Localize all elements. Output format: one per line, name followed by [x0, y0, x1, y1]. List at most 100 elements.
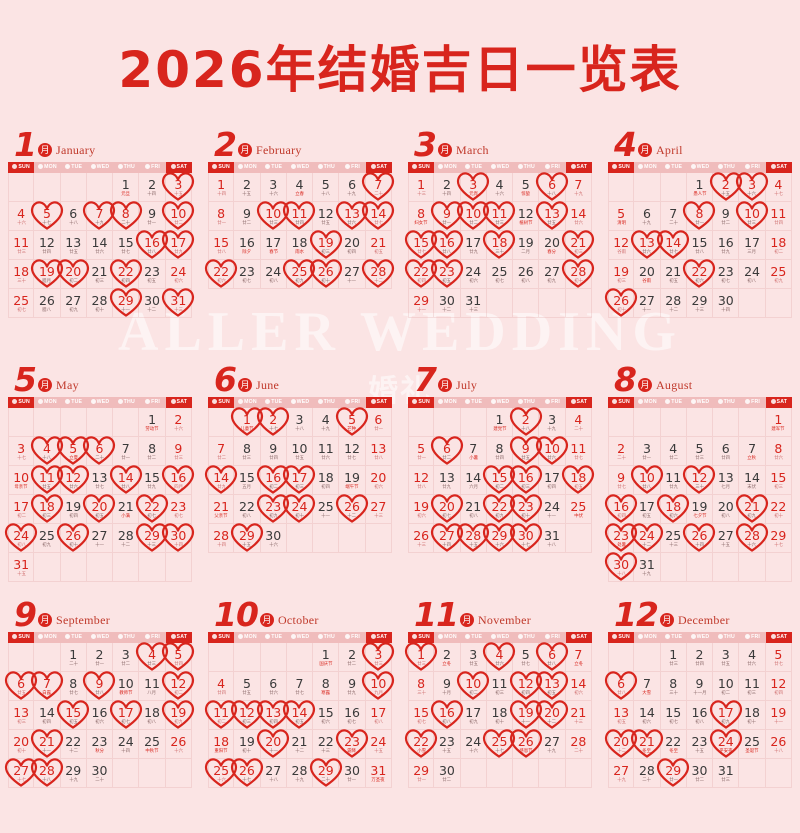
- day-cell[interactable]: 14 初四: [34, 701, 61, 730]
- day-cell[interactable]: 12 廿六: [57, 465, 90, 495]
- day-cell[interactable]: 12 廿八: [408, 466, 435, 495]
- day-cell[interactable]: 3 十七: [8, 437, 35, 466]
- day-cell[interactable]: 30 十八: [605, 552, 638, 582]
- day-cell[interactable]: 16 初八: [430, 700, 463, 730]
- day-cell[interactable]: 20 初七: [430, 494, 463, 524]
- day-cell[interactable]: 29 廿一: [408, 759, 435, 788]
- day-cell[interactable]: 9 廿九: [339, 672, 366, 701]
- day-cell[interactable]: 15 初七: [408, 701, 435, 730]
- day-cell[interactable]: 7 二十: [362, 172, 395, 202]
- day-cell[interactable]: 7 廿一: [113, 437, 140, 466]
- day-cell[interactable]: 11 廿三: [483, 201, 516, 231]
- day-cell[interactable]: 10 初二: [713, 672, 740, 701]
- day-cell[interactable]: 21 冬至: [630, 729, 663, 759]
- day-cell[interactable]: 9 十月: [434, 672, 461, 701]
- day-cell[interactable]: 24 初八: [260, 260, 287, 289]
- day-cell[interactable]: 6 十八: [535, 172, 569, 202]
- day-cell[interactable]: 19 初十: [234, 730, 261, 759]
- day-cell[interactable]: 30 十四: [162, 523, 195, 553]
- day-cell[interactable]: 2 二十: [608, 437, 635, 466]
- day-cell[interactable]: 26 十六: [165, 730, 192, 759]
- day-cell[interactable]: 21 小满: [113, 495, 140, 524]
- day-cell[interactable]: 7 立冬: [565, 643, 592, 672]
- day-cell[interactable]: 31 廿三: [713, 759, 740, 788]
- day-cell[interactable]: 14 初六: [565, 672, 592, 701]
- day-cell[interactable]: 26 十二: [335, 494, 369, 524]
- day-cell[interactable]: 3 十八: [286, 408, 314, 437]
- day-cell[interactable]: 14 初五: [283, 700, 316, 730]
- day-cell[interactable]: 1 国庆节: [313, 643, 340, 672]
- day-cell[interactable]: 12 初四: [765, 672, 792, 701]
- day-cell[interactable]: 13 初三: [8, 701, 35, 730]
- day-cell[interactable]: 17 初九: [709, 700, 742, 730]
- day-cell[interactable]: 13 廿六: [630, 230, 663, 260]
- day-cell[interactable]: 20 初五: [83, 494, 116, 524]
- day-cell[interactable]: 1 愚人节: [686, 173, 714, 202]
- day-cell[interactable]: 10 廿二: [162, 201, 195, 231]
- day-cell[interactable]: 5 廿四: [162, 642, 195, 672]
- day-cell[interactable]: 10 廿三: [257, 201, 290, 231]
- day-cell[interactable]: 26 十三: [408, 524, 435, 553]
- day-cell[interactable]: 6 廿五: [5, 671, 38, 701]
- day-cell[interactable]: 11 八月: [139, 672, 166, 701]
- day-cell[interactable]: 23 十五: [434, 730, 461, 759]
- day-cell[interactable]: 10 廿八: [630, 465, 663, 495]
- day-cell[interactable]: 8 廿三: [234, 437, 261, 466]
- day-cell[interactable]: 16 廿八: [135, 230, 169, 260]
- day-cell[interactable]: 4 十九: [313, 408, 340, 437]
- day-cell[interactable]: 2 廿一: [86, 643, 114, 672]
- day-cell[interactable]: 3 廿一: [634, 437, 661, 466]
- day-cell[interactable]: 25 十七: [483, 729, 516, 759]
- day-cell[interactable]: 4 廿三: [135, 642, 169, 672]
- day-cell[interactable]: 10 九月: [362, 671, 395, 701]
- day-cell[interactable]: 9 廿八: [83, 671, 116, 701]
- day-cell[interactable]: 5 廿三: [686, 437, 714, 466]
- day-cell[interactable]: 20 初二: [57, 259, 90, 289]
- day-cell[interactable]: 14 廿九: [205, 465, 238, 495]
- day-cell[interactable]: 16 四月: [162, 465, 195, 495]
- day-cell[interactable]: 20 十二: [605, 729, 638, 759]
- day-cell[interactable]: 12 廿七: [339, 437, 366, 466]
- day-cell[interactable]: 26 十八: [765, 730, 792, 759]
- day-cell[interactable]: 26 初十: [605, 288, 638, 318]
- day-cell[interactable]: 26 十七: [230, 758, 263, 788]
- day-cell[interactable]: 3 廿五: [460, 643, 487, 672]
- day-cell[interactable]: 2 十五: [709, 172, 742, 202]
- day-cell[interactable]: 20 初八: [713, 495, 740, 524]
- day-cell[interactable]: 17 廿九: [460, 231, 487, 260]
- day-cell[interactable]: 18 初二: [765, 231, 792, 260]
- day-cell[interactable]: 24 平安夜: [709, 729, 742, 759]
- day-cell[interactable]: 25 十六: [205, 758, 238, 788]
- day-cell[interactable]: 27 十九: [539, 730, 566, 759]
- day-cell[interactable]: 5 立夏: [57, 436, 90, 466]
- day-cell[interactable]: 14 廿六: [565, 202, 592, 231]
- day-cell[interactable]: 30 廿一: [339, 759, 366, 788]
- day-cell[interactable]: 24 十二: [630, 523, 663, 553]
- day-cell[interactable]: 13 廿八: [365, 437, 392, 466]
- day-cell[interactable]: 15 初七: [660, 701, 687, 730]
- day-cell[interactable]: 27 初九: [60, 289, 87, 318]
- day-cell[interactable]: 23 初五: [139, 260, 166, 289]
- day-cell[interactable]: 16 初二: [257, 465, 290, 495]
- day-cell[interactable]: 5 廿七: [513, 643, 540, 672]
- day-cell[interactable]: 9 廿四: [260, 437, 287, 466]
- day-cell[interactable]: 31 十三: [162, 288, 195, 318]
- day-cell[interactable]: 15 廿七: [113, 231, 140, 260]
- day-cell[interactable]: 12 初二: [162, 671, 195, 701]
- day-cell[interactable]: 27 十九: [608, 759, 635, 788]
- day-cell[interactable]: 5 十八: [313, 173, 340, 202]
- day-cell[interactable]: 31 万圣夜: [365, 759, 392, 788]
- day-cell[interactable]: 22 初十: [765, 495, 792, 524]
- day-cell[interactable]: 27 十四: [430, 523, 463, 553]
- day-cell[interactable]: 19 十一: [765, 701, 792, 730]
- day-cell[interactable]: 29 十七: [765, 524, 792, 553]
- day-cell[interactable]: 9 廿七: [608, 466, 635, 495]
- day-cell[interactable]: 15 五月: [234, 466, 261, 495]
- day-cell[interactable]: 18 三十: [8, 260, 35, 289]
- day-cell[interactable]: 15 初二: [483, 465, 516, 495]
- day-cell[interactable]: 25 初九: [765, 260, 792, 289]
- day-cell[interactable]: 3 十六: [735, 172, 769, 202]
- day-cell[interactable]: 27 十七: [5, 758, 38, 788]
- day-cell[interactable]: 9 十一月: [686, 672, 714, 701]
- day-cell[interactable]: 7 小暑: [460, 437, 487, 466]
